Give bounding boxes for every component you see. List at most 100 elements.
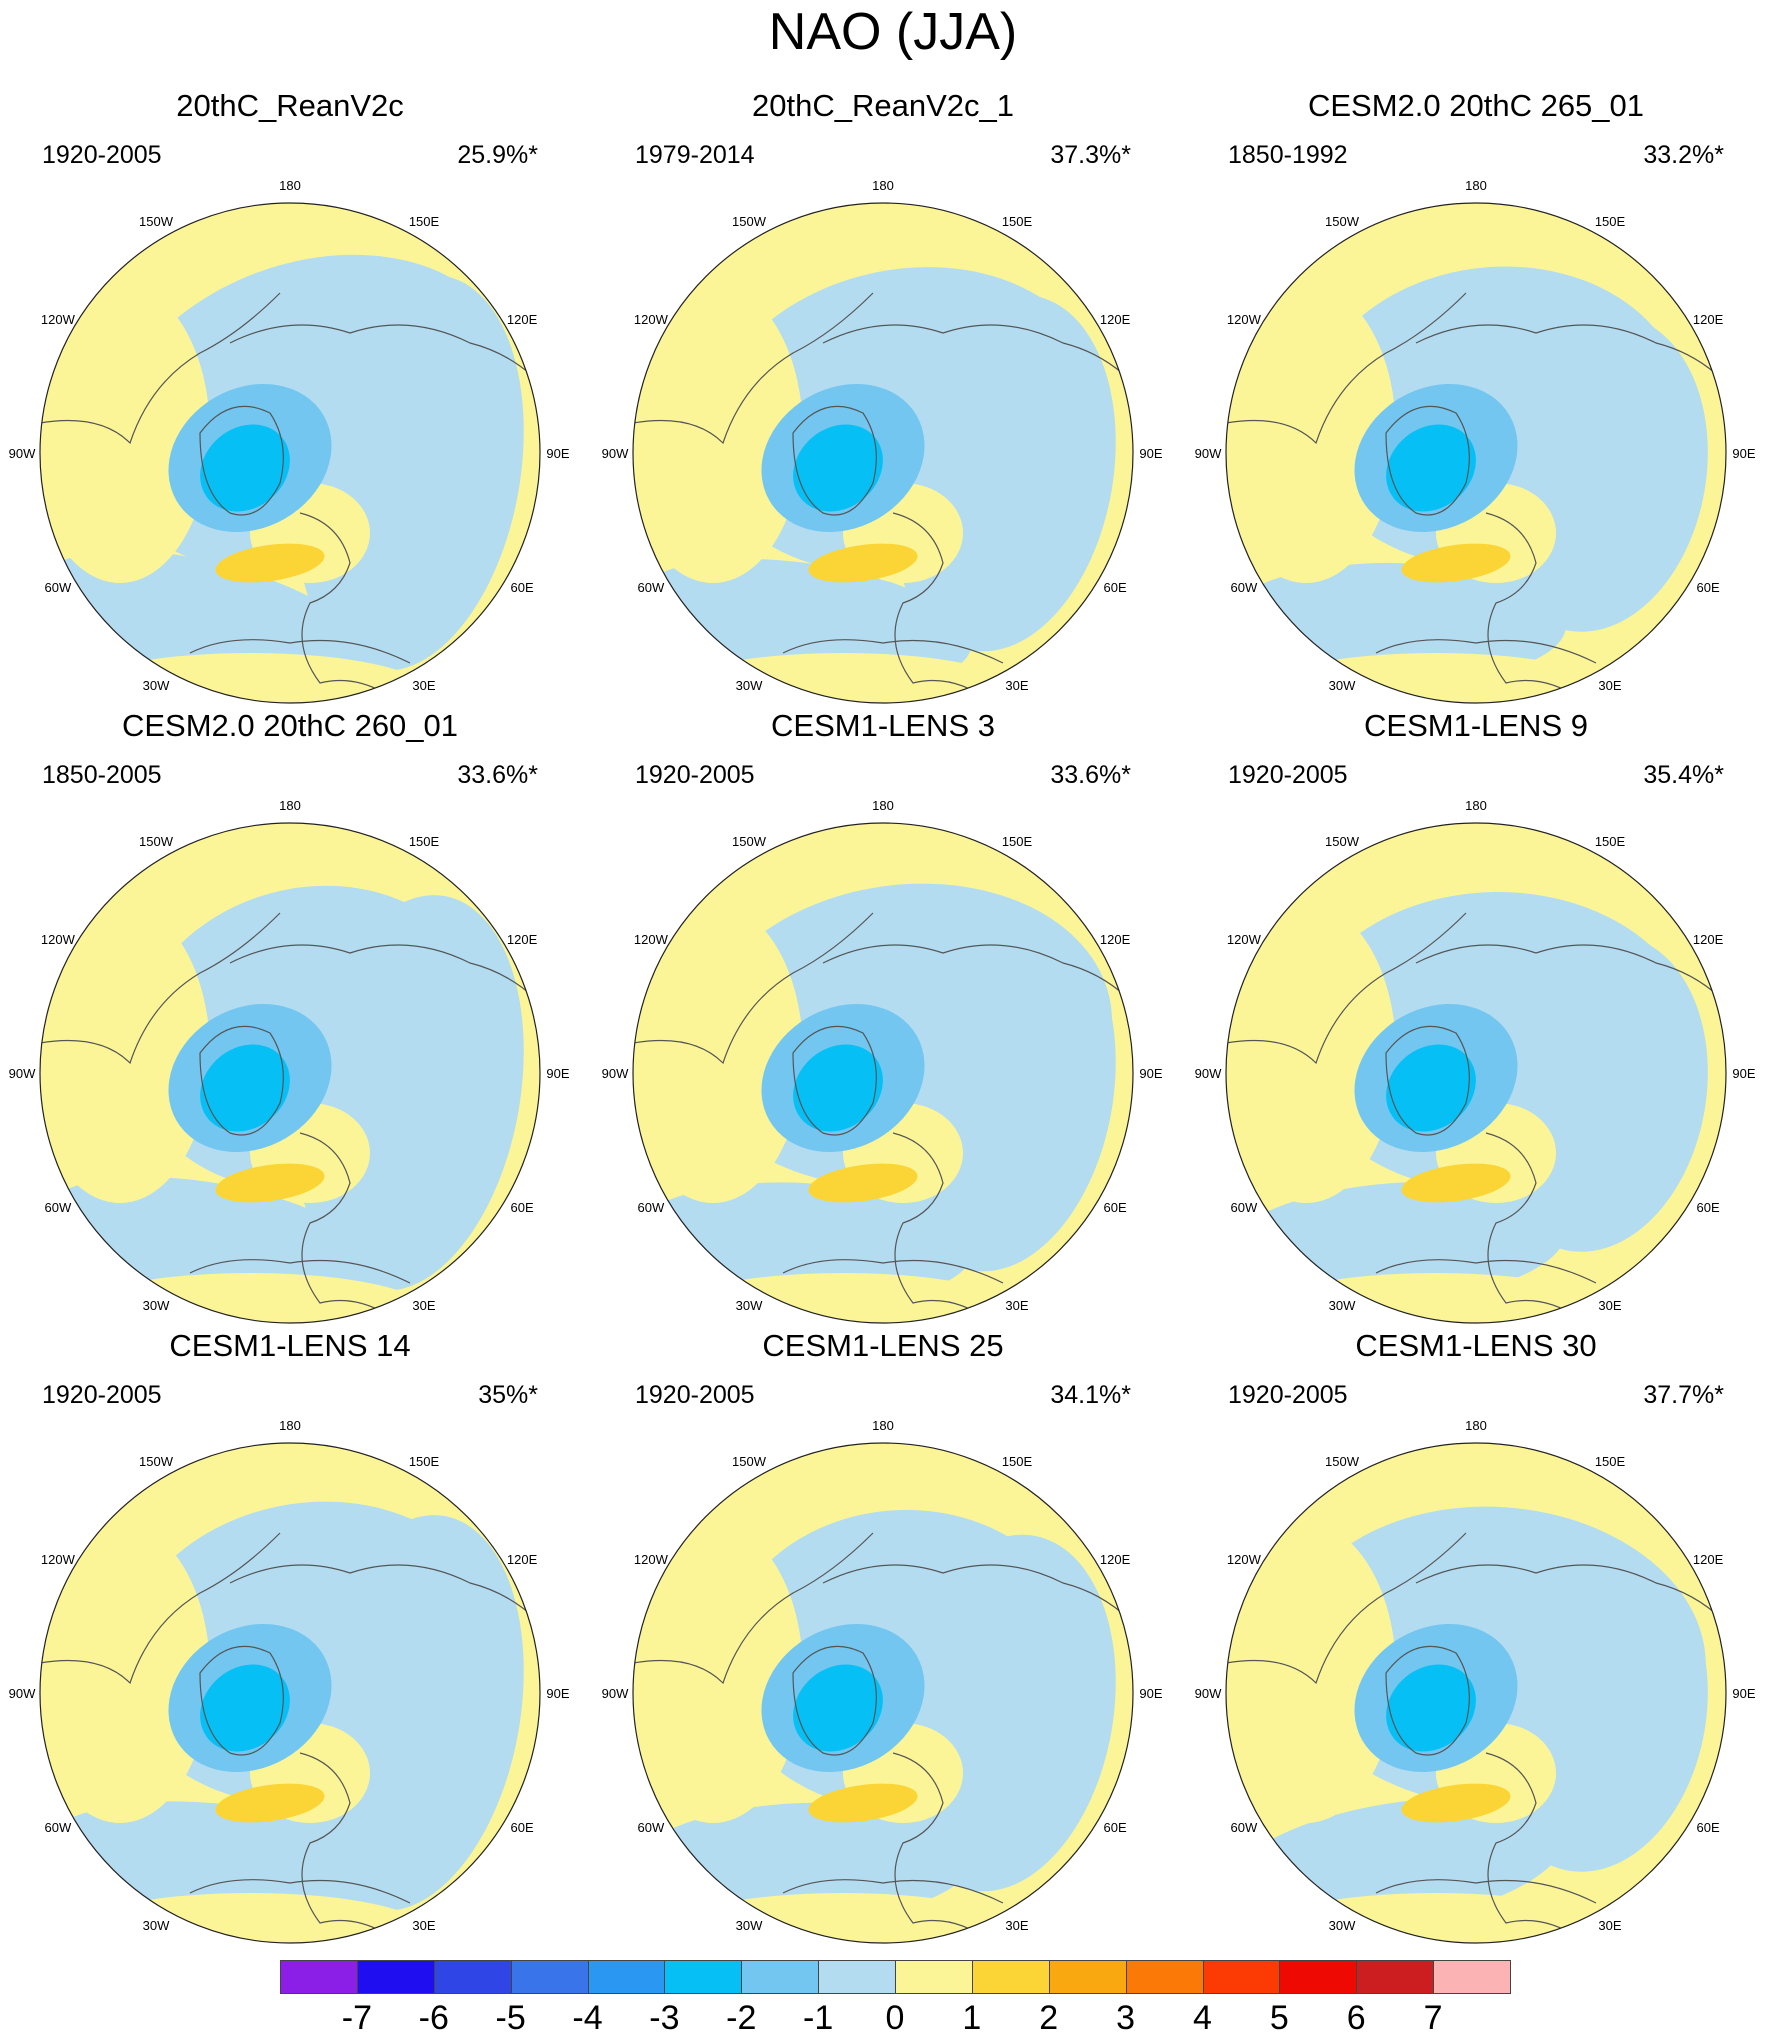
north-america-coast: [633, 1532, 874, 1685]
coastlines: [40, 912, 540, 1323]
positive-region: [1226, 283, 1396, 583]
north-america-coast: [633, 912, 874, 1065]
siberia-coast: [1415, 944, 1726, 1004]
colorbar-swatch: [664, 1960, 743, 1994]
greenland-coast: [1385, 405, 1470, 516]
colorbar-tick-label: 0: [885, 1999, 905, 2037]
longitude-label: 90E: [1732, 1066, 1755, 1081]
longitude-label: 30W: [736, 1918, 763, 1933]
longitude-label: 150W: [732, 834, 767, 849]
longitude-label: 150W: [1325, 1454, 1360, 1469]
longitude-label: 120E: [1100, 1552, 1131, 1567]
negative-core: [1386, 424, 1476, 512]
greenland-coast: [792, 1645, 877, 1756]
polar-map: 180150E120E90E60E30E030W60W90W120W150W: [1195, 1418, 1756, 1944]
longitude-label: 90E: [546, 1066, 569, 1081]
positive-lobe: [215, 1163, 325, 1203]
siberia-coast: [822, 324, 1133, 384]
longitude-label: 90E: [1139, 446, 1162, 461]
greenland-coast: [199, 1645, 284, 1756]
map-boundary: [632, 1442, 1134, 1944]
longitude-label: 30W: [1329, 1918, 1356, 1933]
negative-region: [296, 275, 524, 671]
longitude-label: 150E: [1595, 214, 1626, 229]
longitude-label: 30E: [412, 1298, 435, 1313]
longitude-label: 150E: [1595, 834, 1626, 849]
longitude-label: 60W: [45, 1820, 72, 1835]
map-panel: CESM1-LENS 9 1920-2005 35.4%* 180 150E 120E 90…: [1186, 708, 1766, 1328]
panel-title: CESM1-LENS 3: [771, 708, 995, 743]
polar-map: 180150E120E90E60E30E030W60W90W120W150W: [602, 798, 1163, 1324]
longitude-label: 120W: [634, 932, 669, 947]
longitude-label: 180: [872, 1418, 894, 1433]
longitude-label: 30W: [143, 1298, 170, 1313]
positive-region: [40, 903, 210, 1203]
africa-coast: [189, 639, 411, 664]
negative-core: [793, 1664, 883, 1752]
longitude-label: 90E: [546, 1686, 569, 1701]
longitude-label: 120W: [41, 932, 76, 947]
longitude-label: 90W: [602, 1686, 629, 1701]
colorbar-swatch: [587, 1960, 666, 1994]
field-layer: [633, 203, 1133, 703]
panel-title: 20thC_ReanV2c: [176, 88, 404, 123]
longitude-label: 60E: [1104, 580, 1127, 595]
positive-region: [633, 1523, 803, 1823]
map-panel: CESM1-LENS 14 1920-2005 35%* 180 150E 120E 90E…: [0, 1328, 580, 1948]
longitude-label: 150E: [1595, 1454, 1626, 1469]
longitude-label: 60W: [45, 1200, 72, 1215]
positive-region: [40, 1523, 210, 1823]
longitude-label: 120E: [1100, 312, 1131, 327]
longitude-label: 90E: [546, 446, 569, 461]
africa-coast: [782, 1259, 1004, 1284]
explained-variance: 37.7%*: [1643, 1381, 1724, 1409]
panel-period: 1850-1992: [1228, 141, 1348, 169]
longitude-label: 60W: [638, 1200, 665, 1215]
longitude-label: 30W: [143, 1918, 170, 1933]
polar-map: 180150E120E90E60E30E030W60W90W120W150W: [1195, 798, 1756, 1324]
colorbar-swatch: [818, 1960, 896, 1994]
positive-lobe: [1401, 543, 1511, 583]
map-boundary: [1225, 202, 1727, 704]
map-panel: CESM1-LENS 30 1920-2005 37.7%* 180 150E 120E 9…: [1186, 1328, 1766, 1948]
negative-core: [200, 1664, 290, 1752]
africa-coast: [1375, 1879, 1597, 1904]
longitude-label: 30E: [412, 678, 435, 693]
longitude-label: 60E: [1697, 1200, 1720, 1215]
siberia-coast: [229, 324, 540, 384]
colorbar-swatch: [1356, 1960, 1435, 1994]
siberia-coast: [229, 944, 540, 1004]
longitude-label: 120W: [41, 1552, 76, 1567]
longitude-label: 120E: [1693, 932, 1724, 947]
map-panel: CESM1-LENS 3 1920-2005 33.6%* 180 150E 120E 90…: [593, 708, 1173, 1328]
longitude-label: 30E: [1598, 1918, 1621, 1933]
siberia-coast: [1415, 324, 1726, 384]
explained-variance: 33.6%*: [457, 761, 538, 789]
longitude-label: 60W: [1231, 1820, 1258, 1835]
longitude-label: 150E: [1002, 1454, 1033, 1469]
map-boundary: [1225, 822, 1727, 1324]
negative-core: [1386, 1664, 1476, 1752]
longitude-label: 30E: [1598, 678, 1621, 693]
longitude-label: 30E: [1005, 1298, 1028, 1313]
explained-variance: 35%*: [478, 1381, 538, 1409]
map-boundary: [39, 1442, 541, 1944]
longitude-label: 30E: [1005, 1918, 1028, 1933]
colorbar-tick-label: -4: [572, 1999, 603, 2037]
north-america-coast: [40, 292, 281, 445]
positive-lobe: [215, 1783, 325, 1823]
panel-period: 1920-2005: [635, 1381, 755, 1409]
north-america-coast: [1226, 1532, 1467, 1685]
colorbar-swatch: [1279, 1960, 1358, 1994]
colorbar-swatch: [1048, 1960, 1127, 1994]
longitude-label: 120W: [41, 312, 76, 327]
longitude-label: 90W: [9, 446, 36, 461]
field-layer: [1226, 203, 1726, 703]
longitude-label: 60W: [1231, 580, 1258, 595]
negative-core: [793, 1044, 883, 1132]
longitude-label: 60W: [1231, 1200, 1258, 1215]
longitude-label: 150W: [139, 214, 174, 229]
positive-lobe: [808, 543, 918, 583]
longitude-label: 60E: [511, 580, 534, 595]
longitude-label: 180: [872, 178, 894, 193]
